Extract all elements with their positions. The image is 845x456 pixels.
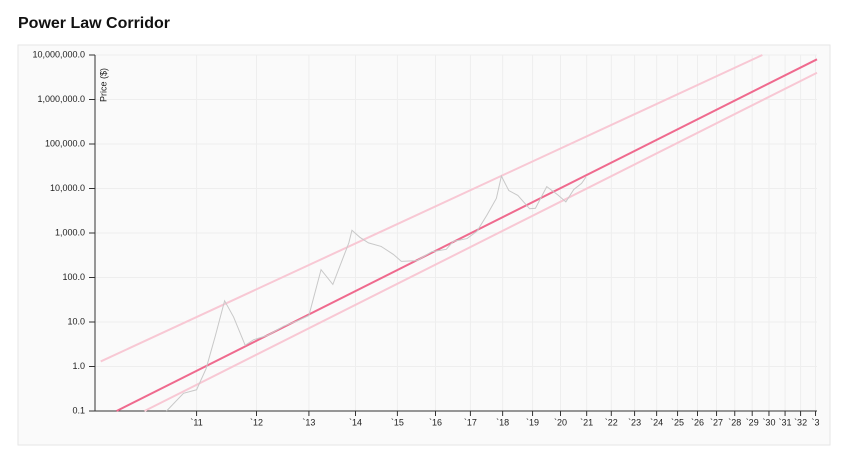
x-tick-label: `22 xyxy=(605,417,618,427)
x-tick-label: `31 xyxy=(779,417,792,427)
x-tick-label: `30 xyxy=(762,417,775,427)
chart-title: Power Law Corridor xyxy=(18,15,171,32)
y-tick-label: 1,000,000.0 xyxy=(37,94,85,104)
x-tick-label: `11 xyxy=(190,417,202,427)
x-tick-label: `18 xyxy=(496,417,509,427)
x-tick-label: `3 xyxy=(812,417,820,427)
series-line xyxy=(166,174,587,412)
x-tick-label: `12 xyxy=(250,417,263,427)
x-tick-label: `14 xyxy=(349,417,362,427)
y-tick-label: 10.0 xyxy=(67,316,85,326)
y-tick-label: 1.0 xyxy=(72,361,85,371)
x-tick-label: `19 xyxy=(526,417,539,427)
x-tick-label: `24 xyxy=(650,417,663,427)
series-line xyxy=(100,54,763,363)
x-tick-label: `13 xyxy=(302,417,315,427)
y-tick-label: 100,000.0 xyxy=(45,138,85,148)
series-line xyxy=(144,71,818,412)
x-tick-label: `32 xyxy=(794,417,807,427)
x-tick-label: `25 xyxy=(671,417,684,427)
y-tick-label: 100.0 xyxy=(62,272,85,282)
y-tick-label: 1,000.0 xyxy=(55,227,85,237)
x-tick-label: `27 xyxy=(710,417,723,427)
y-tick-label: 10,000,000.0 xyxy=(32,49,85,59)
x-tick-label: `21 xyxy=(580,417,593,427)
series-line xyxy=(116,58,818,412)
x-tick-label: `26 xyxy=(691,417,704,427)
x-tick-label: `28 xyxy=(728,417,741,427)
x-tick-label: `15 xyxy=(391,417,404,427)
plot-background xyxy=(17,44,831,446)
x-tick-label: `23 xyxy=(628,417,641,427)
x-tick-label: `29 xyxy=(746,417,759,427)
y-axis-label: Price ($) xyxy=(98,68,108,102)
y-tick-label: 10,000.0 xyxy=(50,183,85,193)
y-tick-label: 0.1 xyxy=(72,405,85,415)
x-tick-label: `17 xyxy=(464,417,477,427)
x-tick-label: `20 xyxy=(554,417,567,427)
x-tick-label: `16 xyxy=(429,417,442,427)
